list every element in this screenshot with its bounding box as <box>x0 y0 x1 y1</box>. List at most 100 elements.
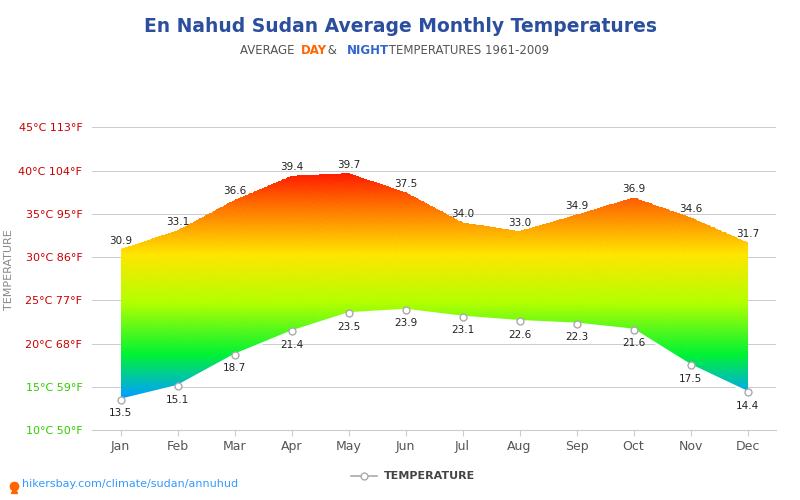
Polygon shape <box>202 238 204 240</box>
Polygon shape <box>455 234 457 235</box>
Polygon shape <box>646 326 647 328</box>
Polygon shape <box>422 205 424 207</box>
Polygon shape <box>199 363 201 366</box>
Polygon shape <box>227 206 229 208</box>
Polygon shape <box>742 385 744 388</box>
Polygon shape <box>278 250 279 252</box>
Polygon shape <box>688 244 690 246</box>
Polygon shape <box>667 332 669 334</box>
Polygon shape <box>430 280 432 282</box>
Polygon shape <box>388 264 390 266</box>
Polygon shape <box>297 301 298 304</box>
Polygon shape <box>162 300 163 304</box>
Polygon shape <box>430 289 432 291</box>
Polygon shape <box>740 270 742 272</box>
Polygon shape <box>212 240 214 243</box>
Polygon shape <box>385 260 386 262</box>
Polygon shape <box>354 246 356 248</box>
Polygon shape <box>191 280 193 283</box>
Polygon shape <box>180 352 182 355</box>
Polygon shape <box>202 270 204 272</box>
Polygon shape <box>457 251 458 252</box>
Polygon shape <box>554 240 556 242</box>
Polygon shape <box>292 236 294 239</box>
Polygon shape <box>372 252 374 254</box>
Polygon shape <box>168 238 170 241</box>
Polygon shape <box>170 248 172 250</box>
Polygon shape <box>534 290 535 291</box>
Polygon shape <box>438 226 439 228</box>
Polygon shape <box>677 308 678 310</box>
Polygon shape <box>395 286 397 288</box>
Polygon shape <box>646 218 647 220</box>
Polygon shape <box>441 294 442 295</box>
Polygon shape <box>188 327 190 330</box>
Polygon shape <box>658 305 659 308</box>
Polygon shape <box>570 310 571 312</box>
Polygon shape <box>338 285 339 288</box>
Polygon shape <box>122 384 124 386</box>
Polygon shape <box>158 312 160 314</box>
Polygon shape <box>361 210 362 212</box>
Polygon shape <box>700 250 702 252</box>
Polygon shape <box>672 342 674 344</box>
Polygon shape <box>659 252 661 254</box>
Polygon shape <box>620 206 622 208</box>
Polygon shape <box>188 282 190 285</box>
Polygon shape <box>664 320 666 323</box>
Polygon shape <box>693 306 694 309</box>
Polygon shape <box>554 245 556 246</box>
Polygon shape <box>406 278 408 280</box>
Polygon shape <box>727 286 729 289</box>
Polygon shape <box>561 250 562 252</box>
Polygon shape <box>690 300 691 302</box>
Polygon shape <box>383 268 385 270</box>
Polygon shape <box>600 276 602 278</box>
Polygon shape <box>670 220 672 222</box>
Polygon shape <box>131 361 133 364</box>
Polygon shape <box>452 268 454 269</box>
Polygon shape <box>165 324 166 326</box>
Polygon shape <box>131 300 133 302</box>
Polygon shape <box>237 320 238 322</box>
Polygon shape <box>350 233 351 235</box>
Polygon shape <box>630 222 631 225</box>
Polygon shape <box>454 278 455 280</box>
Polygon shape <box>649 247 650 249</box>
Polygon shape <box>499 234 501 236</box>
Polygon shape <box>520 310 522 312</box>
Polygon shape <box>377 218 378 220</box>
Polygon shape <box>550 222 551 224</box>
Polygon shape <box>256 340 258 343</box>
Polygon shape <box>212 336 214 338</box>
Polygon shape <box>556 236 558 238</box>
Polygon shape <box>294 231 295 234</box>
Polygon shape <box>606 214 608 216</box>
Polygon shape <box>703 238 705 241</box>
Polygon shape <box>442 212 444 214</box>
Polygon shape <box>670 300 672 302</box>
Polygon shape <box>698 279 700 281</box>
Polygon shape <box>218 240 219 242</box>
Polygon shape <box>734 312 735 315</box>
Polygon shape <box>460 274 462 276</box>
Polygon shape <box>646 225 647 227</box>
Polygon shape <box>509 284 510 285</box>
Polygon shape <box>356 299 358 301</box>
Polygon shape <box>506 272 507 274</box>
Polygon shape <box>367 258 369 260</box>
Polygon shape <box>338 297 339 300</box>
Polygon shape <box>406 306 408 308</box>
Polygon shape <box>649 212 650 214</box>
Polygon shape <box>658 291 659 294</box>
Polygon shape <box>178 300 180 303</box>
Polygon shape <box>128 392 130 395</box>
Polygon shape <box>735 278 737 280</box>
Polygon shape <box>320 190 322 192</box>
Polygon shape <box>642 212 644 214</box>
Polygon shape <box>147 375 149 378</box>
Polygon shape <box>598 280 600 282</box>
Polygon shape <box>498 244 499 245</box>
Polygon shape <box>625 305 626 307</box>
Polygon shape <box>512 241 514 242</box>
